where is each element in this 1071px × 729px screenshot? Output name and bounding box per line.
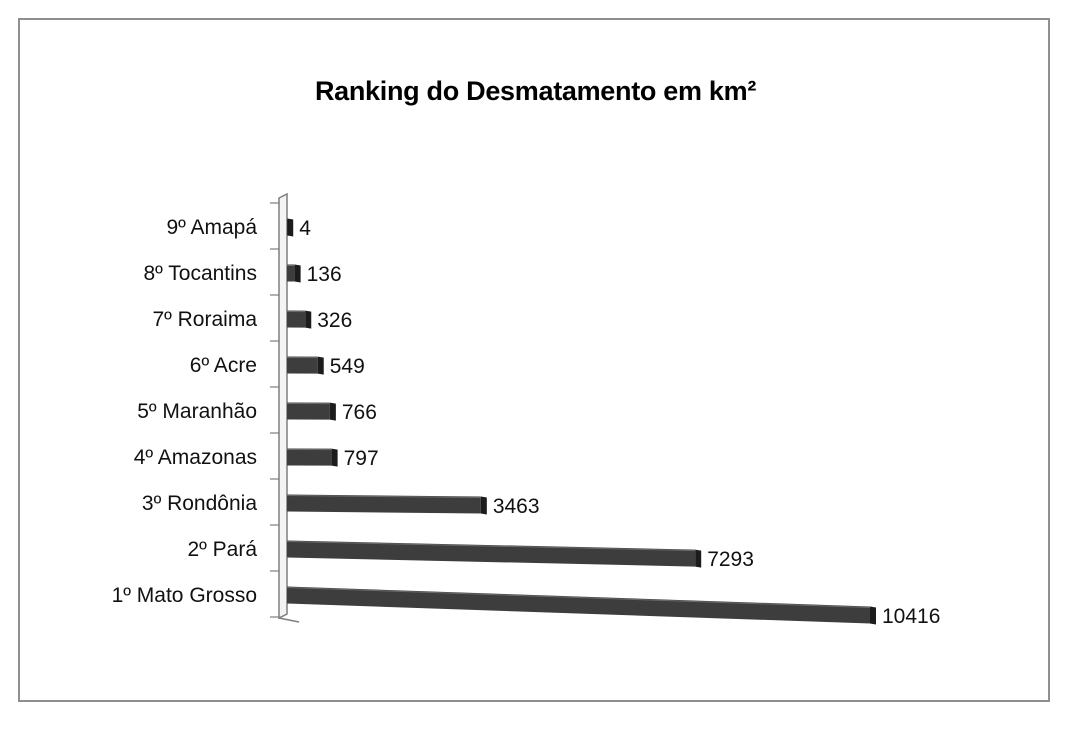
bar-highlight <box>286 587 871 608</box>
y-axis <box>270 192 300 623</box>
bar-highlight <box>286 495 481 498</box>
bar <box>287 448 332 466</box>
bar-end <box>329 402 336 421</box>
bar-highlight <box>286 541 696 552</box>
y-axis-wall <box>278 192 288 620</box>
category-label: 6º Acre <box>190 354 257 377</box>
chart-title: Ranking do Desmatamento em km² <box>314 76 757 106</box>
bar-end <box>305 310 312 329</box>
value-label: 549 <box>330 355 365 378</box>
category-label: 7º Roraima <box>152 308 257 331</box>
category-label: 2º Pará <box>187 538 257 561</box>
bar <box>287 356 318 374</box>
value-label: 136 <box>307 263 342 286</box>
bar-end <box>287 218 294 237</box>
bar <box>287 494 481 514</box>
axis-floor <box>278 617 300 623</box>
bar <box>287 402 330 420</box>
chart-frame <box>18 18 1050 702</box>
bar <box>287 586 870 624</box>
bar <box>287 310 306 328</box>
value-label: 797 <box>344 447 379 470</box>
value-label: 326 <box>317 309 352 332</box>
bars <box>286 218 876 625</box>
category-label: 5º Maranhão <box>137 400 257 423</box>
value-label: 4 <box>299 217 311 240</box>
value-label: 10416 <box>882 605 940 628</box>
category-label: 1º Mato Grosso <box>112 584 257 607</box>
bar-end <box>695 549 702 568</box>
bar-end <box>331 448 338 467</box>
bar <box>287 264 295 282</box>
bar-end <box>294 264 301 283</box>
bar-end <box>480 496 487 515</box>
bar <box>287 540 696 567</box>
category-label: 8º Tocantins <box>143 262 257 285</box>
value-label: 7293 <box>707 548 754 571</box>
value-label: 3463 <box>493 495 540 518</box>
bar-end <box>317 356 324 375</box>
bar-end <box>870 606 876 625</box>
category-label: 3º Rondônia <box>142 492 257 515</box>
labels: 1º Mato Grosso 10416 2º Pará 7293 3º Rondôni… <box>112 216 941 628</box>
category-label: 9º Amapá <box>166 216 257 239</box>
value-label: 766 <box>342 401 377 424</box>
category-label: 4º Amazonas <box>134 446 257 469</box>
